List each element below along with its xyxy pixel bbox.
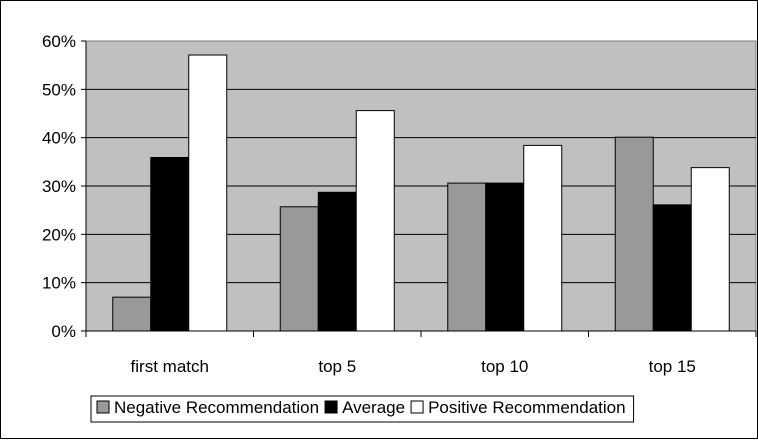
legend-label: Positive Recommendation	[428, 398, 625, 417]
bars	[112, 54, 730, 332]
y-tick-label: 50%	[42, 80, 76, 99]
bar-positive-recommendation-3	[690, 167, 730, 332]
legend-label: Average	[342, 398, 405, 417]
bar-average-1	[317, 191, 357, 332]
y-tick-label: 60%	[42, 32, 76, 51]
bar-average-3	[652, 204, 692, 332]
bar-negative-recommendation-1	[279, 206, 319, 332]
x-tick-label: top 15	[649, 357, 696, 376]
legend-label: Negative Recommendation	[114, 398, 319, 417]
bar-average-0	[150, 156, 190, 332]
bar-positive-recommendation-2	[523, 144, 563, 332]
x-tick-label: top 5	[318, 357, 356, 376]
legend-swatch	[324, 400, 338, 414]
bar-negative-recommendation-2	[447, 182, 487, 332]
bar-negative-recommendation-3	[614, 136, 654, 332]
x-tick-label: top 10	[481, 357, 528, 376]
bar-average-2	[485, 182, 525, 332]
bar-positive-recommendation-0	[188, 54, 228, 332]
legend: Negative Recommendation Average Positive R…	[90, 395, 635, 423]
y-tick-label: 30%	[42, 177, 76, 196]
bar-positive-recommendation-1	[355, 110, 395, 332]
bar-negative-recommendation-0	[112, 296, 152, 332]
legend-frame	[90, 395, 635, 423]
y-tick-label: 0%	[51, 322, 76, 341]
y-tick-label: 40%	[42, 129, 76, 148]
x-tick-label: first match	[131, 357, 209, 376]
y-tick-label: 10%	[42, 274, 76, 293]
y-tick-label: 20%	[42, 225, 76, 244]
axes: 0% 10% 20% 30% 40% 50% 60% first match top 5 top …	[42, 32, 757, 376]
legend-swatch	[410, 400, 424, 414]
legend-swatch	[96, 400, 110, 414]
